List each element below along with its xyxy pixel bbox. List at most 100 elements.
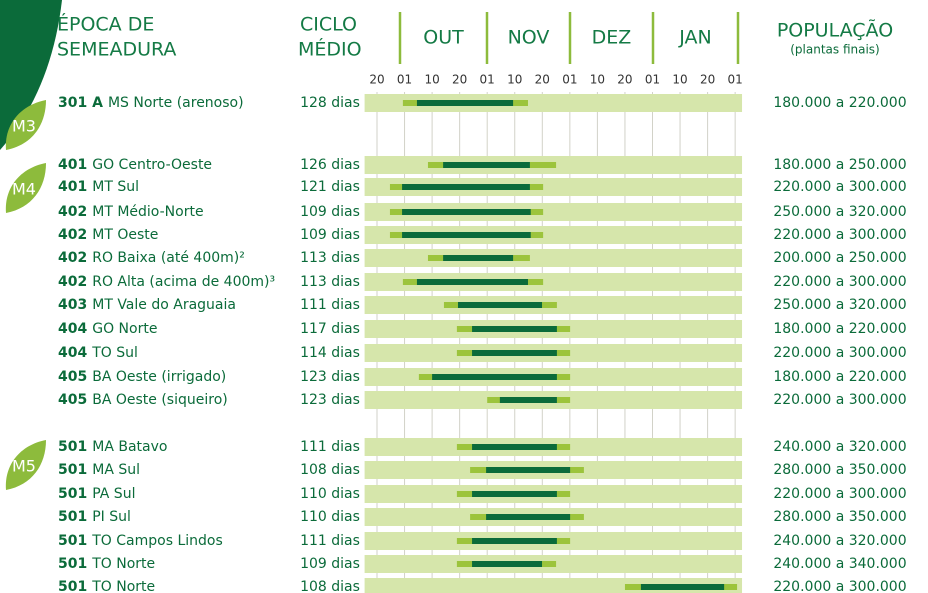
ideal-window: [443, 162, 530, 168]
row-band: [364, 178, 743, 196]
row-label: 405 BA Oeste (irrigado): [58, 369, 226, 385]
row-label: 402 RO Baixa (até 400m)²: [58, 250, 245, 266]
row-population: 220.000 a 300.000: [773, 486, 906, 502]
row-code: 401: [58, 157, 87, 173]
row-population: 220.000 a 300.000: [773, 392, 906, 408]
ideal-window: [402, 184, 530, 190]
ideal-window: [402, 232, 531, 238]
month-label: NOV: [508, 27, 550, 49]
tick-label: 20: [535, 73, 550, 87]
row-population: 250.000 a 320.000: [773, 204, 906, 220]
row-cycle: 111 dias: [300, 439, 360, 455]
row-label: 501 MA Sul: [58, 462, 140, 478]
row-population: 240.000 a 320.000: [773, 533, 906, 549]
ideal-window: [416, 279, 528, 285]
row-label: 501 TO Norte: [58, 556, 155, 572]
row-cycle: 110 dias: [300, 486, 360, 502]
row-population: 220.000 a 300.000: [773, 274, 906, 290]
row-band: [364, 226, 743, 244]
group-label: M5: [12, 457, 36, 476]
row-population: 220.000 a 300.000: [773, 227, 906, 243]
row-band: [364, 273, 743, 291]
ideal-window: [472, 538, 557, 544]
row-code: 402: [58, 274, 87, 290]
row-band: [364, 203, 743, 221]
row-label: 501 TO Campos Lindos: [58, 533, 223, 549]
row-code: 501: [58, 462, 87, 478]
row-cycle: 123 dias: [300, 369, 360, 385]
row-cycle: 109 dias: [300, 556, 360, 572]
group-leaf: [5, 163, 46, 213]
row-label: 405 BA Oeste (siqueiro): [58, 392, 228, 408]
month-label: JAN: [678, 27, 711, 49]
row-region: GO Centro-Oeste: [92, 157, 212, 173]
row-region: BA Oeste (irrigado): [92, 369, 226, 385]
ideal-window: [472, 491, 557, 497]
tick-label: 10: [590, 73, 605, 87]
row-cycle: 110 dias: [300, 509, 360, 525]
row-region: MT Vale do Araguaia: [92, 297, 236, 313]
row-cycle: 111 dias: [300, 533, 360, 549]
ideal-window: [486, 467, 571, 473]
row-cycle: 113 dias: [300, 250, 360, 266]
row-region: BA Oeste (siqueiro): [92, 392, 228, 408]
row-cycle: 126 dias: [300, 157, 360, 173]
tick-label: 20: [452, 73, 467, 87]
row-region: GO Norte: [92, 321, 157, 337]
tick-label: 20: [700, 73, 715, 87]
row-label: 301 A MS Norte (arenoso): [58, 95, 244, 111]
row-region: MS Norte (arenoso): [108, 95, 244, 111]
tick-label: 10: [507, 73, 522, 87]
header-cycle: MÉDIO: [298, 38, 362, 61]
row-population: 180.000 a 220.000: [773, 95, 906, 111]
row-region: MT Sul: [92, 179, 139, 195]
row-code: 402: [58, 227, 87, 243]
group-leaf: [5, 100, 46, 150]
row-cycle: 108 dias: [300, 579, 360, 593]
row-code: 501: [58, 509, 87, 525]
tick-label: 20: [369, 73, 384, 87]
row-label: 501 MA Batavo: [58, 439, 167, 455]
row-population: 240.000 a 320.000: [773, 439, 906, 455]
ideal-window: [499, 397, 557, 403]
row-population: 180.000 a 220.000: [773, 369, 906, 385]
tick-label: 01: [562, 73, 577, 87]
ideal-window: [486, 514, 571, 520]
header-population-note: (plantas finais): [790, 43, 880, 57]
row-region: TO Norte: [91, 556, 155, 572]
row-label: 501 TO Norte: [58, 579, 155, 593]
ideal-window: [443, 255, 514, 261]
row-label: 402 RO Alta (acima de 400m)³: [58, 274, 275, 290]
row-population: 180.000 a 250.000: [773, 157, 906, 173]
row-population: 250.000 a 320.000: [773, 297, 906, 313]
row-population: 220.000 a 300.000: [773, 179, 906, 195]
row-population: 220.000 a 300.000: [773, 345, 906, 361]
group-label: M4: [12, 180, 36, 199]
tick-label: 01: [480, 73, 495, 87]
row-region: TO Campos Lindos: [91, 533, 223, 549]
row-cycle: 113 dias: [300, 274, 360, 290]
row-label: 501 PA Sul: [58, 486, 135, 502]
row-label: 402 MT Oeste: [58, 227, 158, 243]
group-label: M3: [12, 117, 36, 136]
tick-label: 01: [728, 73, 743, 87]
row-region: RO Baixa (até 400m)²: [92, 250, 245, 266]
corner-shape: [0, 0, 62, 150]
row-label: 401 MT Sul: [58, 179, 139, 195]
row-code: 301 A: [58, 95, 103, 111]
header-cycle: CICLO: [300, 14, 357, 36]
row-cycle: 108 dias: [300, 462, 360, 478]
row-label: 501 PI Sul: [58, 509, 131, 525]
row-code: 404: [58, 321, 87, 337]
row-label: 404 GO Norte: [58, 321, 157, 337]
row-population: 220.000 a 300.000: [773, 579, 906, 593]
row-code: 405: [58, 392, 87, 408]
row-code: 405: [58, 369, 87, 385]
ideal-window: [416, 100, 514, 106]
row-region: TO Norte: [91, 579, 155, 593]
row-population: 240.000 a 340.000: [773, 556, 906, 572]
row-region: TO Sul: [91, 345, 138, 361]
row-cycle: 123 dias: [300, 392, 360, 408]
row-region: PI Sul: [92, 509, 131, 525]
